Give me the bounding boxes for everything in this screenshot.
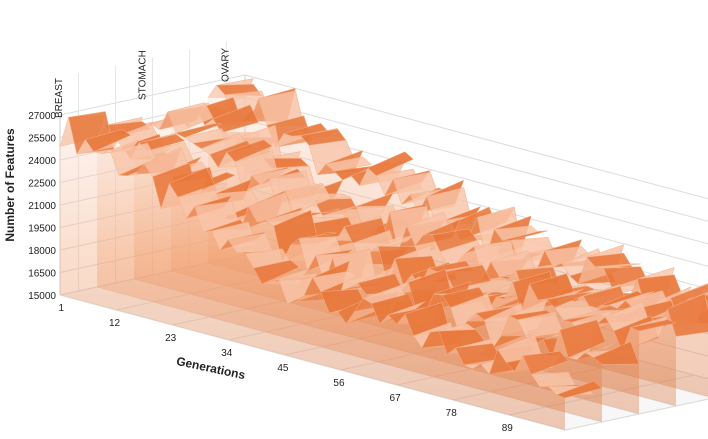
series-axis-labels: BREAST STOMACH OVARY bbox=[54, 48, 232, 118]
x-tick-label: 78 bbox=[446, 408, 458, 419]
x-tick-label: 89 bbox=[502, 423, 514, 434]
surface-facet bbox=[667, 293, 708, 337]
surface-facet bbox=[253, 259, 300, 285]
surface-facet bbox=[169, 167, 216, 198]
y-axis-title: Number of Features bbox=[3, 128, 17, 242]
x-tick-label: 12 bbox=[109, 318, 121, 329]
surface-series-group bbox=[59, 78, 708, 431]
surface-facet bbox=[593, 341, 640, 365]
surface-facet bbox=[367, 151, 414, 176]
x-tick-label: 1 bbox=[58, 303, 64, 314]
surface-facet bbox=[312, 270, 359, 293]
x-tick-label: 34 bbox=[221, 348, 233, 359]
x-tick-label: 67 bbox=[390, 393, 402, 404]
back-wall-gridline bbox=[244, 97, 708, 222]
y-tick-label: 19500 bbox=[28, 224, 56, 235]
surface-facet bbox=[493, 225, 541, 241]
floor-gridline bbox=[564, 398, 708, 431]
y-tick-label: 21000 bbox=[28, 201, 56, 212]
y-tick-label: 25500 bbox=[28, 134, 56, 145]
y-tick-label: 27000 bbox=[28, 111, 56, 122]
x-tick-label: 56 bbox=[333, 378, 345, 389]
y-tick-label: 16500 bbox=[28, 269, 56, 280]
y-tick-label: 18000 bbox=[28, 246, 56, 257]
x-tick-label: 45 bbox=[277, 363, 289, 374]
y-axis-ticks: 15000 16500 18000 19500 21000 22500 24000 25500… bbox=[28, 111, 56, 302]
x-axis-ticks: 11223344556677889100 bbox=[58, 303, 569, 439]
y-tick-label: 22500 bbox=[28, 179, 56, 190]
series-axis-label: OVARY bbox=[221, 48, 232, 82]
series-axis-label: BREAST bbox=[54, 78, 65, 118]
x-axis-title: Generations bbox=[175, 354, 247, 382]
y-tick-label: 15000 bbox=[28, 291, 56, 302]
x-tick-label: 23 bbox=[165, 333, 177, 344]
surface-front-face bbox=[60, 117, 565, 431]
surface-facet bbox=[704, 294, 708, 306]
y-tick-label: 24000 bbox=[28, 156, 56, 167]
back-wall-gridline bbox=[244, 74, 708, 200]
series-axis-label: STOMACH bbox=[137, 50, 148, 100]
surface-facet bbox=[554, 305, 602, 321]
surface-facet bbox=[285, 182, 332, 214]
